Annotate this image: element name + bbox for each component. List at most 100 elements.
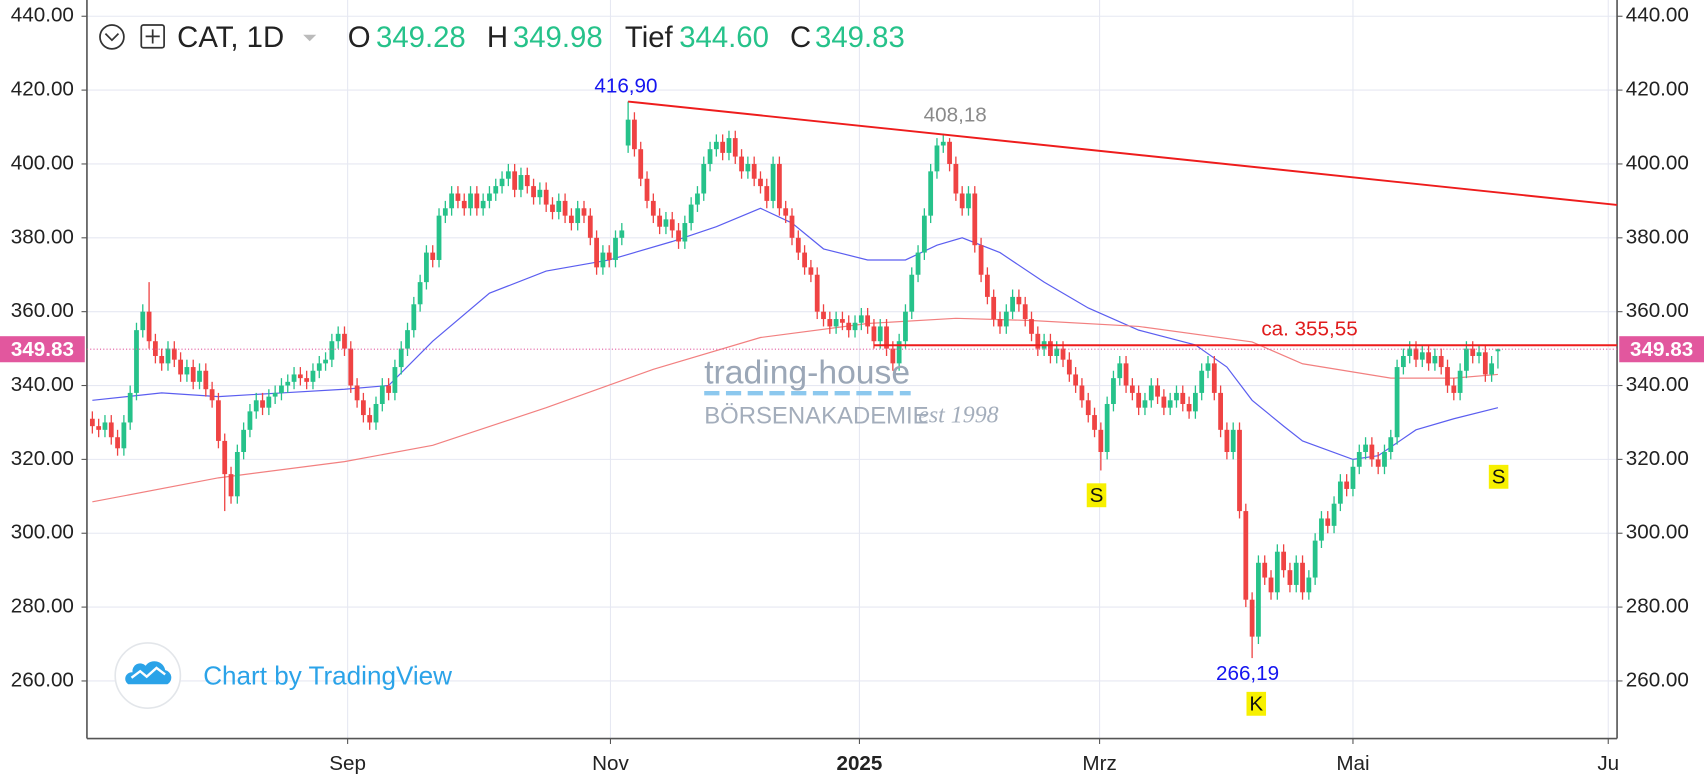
candle-body <box>789 215 795 238</box>
y-tick-label: 280.00 <box>11 595 74 618</box>
candle-body <box>1186 403 1192 412</box>
candle-body <box>657 215 663 227</box>
candle-body <box>316 363 322 371</box>
candle-body <box>1048 341 1053 356</box>
annotation: S <box>1090 484 1104 507</box>
low-value: 344.60 <box>679 21 769 54</box>
candle-body <box>1325 518 1331 526</box>
candle-body <box>449 193 455 209</box>
candle-body <box>487 193 492 201</box>
candle-body <box>1211 363 1217 393</box>
candle-body <box>840 319 845 323</box>
candle-body <box>1281 551 1287 571</box>
candle-body <box>1356 451 1362 467</box>
candle-body <box>940 141 946 146</box>
y-tick-label: 360.00 <box>11 299 74 322</box>
candle-body <box>1306 577 1312 593</box>
candle-body <box>1350 466 1356 489</box>
candle-body <box>1312 540 1318 578</box>
candle-body <box>1148 385 1154 401</box>
annotation: 266,19 <box>1216 662 1279 685</box>
x-tick-label: Nov <box>592 752 629 775</box>
symbol[interactable]: CAT, 1D <box>177 21 284 54</box>
candle-body <box>228 474 234 497</box>
candle-body <box>1224 429 1230 452</box>
y-tick-label: 340.00 <box>1626 373 1689 396</box>
y-tick-label: 260.00 <box>1626 668 1689 691</box>
candle-body <box>184 367 190 375</box>
candle-body <box>152 341 158 356</box>
candle-body <box>424 252 429 283</box>
candle-body <box>751 163 757 179</box>
candle-body <box>260 400 265 408</box>
candle-body <box>1022 304 1028 320</box>
y-tick-label: 380.00 <box>11 225 74 248</box>
candle-body <box>726 138 732 153</box>
credit-text[interactable]: Chart by TradingView <box>203 661 452 691</box>
annotation: K <box>1249 692 1263 715</box>
candle-body <box>537 189 543 198</box>
candle-body <box>1129 385 1135 393</box>
candle-body <box>304 378 310 382</box>
candle-body <box>619 230 625 238</box>
candle-body <box>1073 374 1079 386</box>
candle-body <box>297 374 303 379</box>
candle-body <box>997 319 1003 327</box>
candle-body <box>1274 551 1280 593</box>
candle-body <box>934 145 940 172</box>
candle-body <box>1382 451 1387 467</box>
candle-body <box>581 208 587 216</box>
candle-body <box>1085 400 1091 416</box>
candle-body <box>348 348 354 386</box>
candle-body <box>1400 355 1406 368</box>
candle-body <box>682 223 688 242</box>
annotation-box <box>1246 691 1267 716</box>
add-icon[interactable] <box>140 24 165 49</box>
candle-body <box>1262 562 1268 578</box>
candle-body <box>499 178 505 187</box>
candle-body <box>1016 296 1022 305</box>
y-tick-label: 400.00 <box>1626 151 1689 174</box>
candle-body <box>821 311 826 320</box>
candle-body <box>455 193 461 201</box>
candle-body <box>783 208 789 216</box>
candle-body <box>1092 415 1097 430</box>
candle-body <box>776 163 782 209</box>
watermark-since: est 1998 <box>918 403 998 429</box>
collapse-icon[interactable] <box>99 24 125 50</box>
y-tick-label: 380.00 <box>1626 225 1689 248</box>
y-tick-label: 320.00 <box>1626 447 1689 470</box>
annotation: S <box>1492 465 1506 488</box>
candle-body <box>984 274 990 297</box>
candle-body <box>1123 363 1129 386</box>
annotation: ca. 355,55 <box>1261 318 1357 341</box>
candle-body <box>739 156 744 172</box>
candle-body <box>1035 333 1041 349</box>
candle-body <box>1432 355 1438 364</box>
candle-body <box>1136 392 1142 408</box>
candle-body <box>1230 429 1236 452</box>
candle-body <box>190 367 196 382</box>
x-tick-label: 2025 <box>836 752 882 775</box>
candle-body <box>335 333 341 342</box>
trend-line <box>628 100 1618 206</box>
candle-body <box>909 274 915 312</box>
symbol-dropdown[interactable] <box>303 34 317 42</box>
candle-body <box>600 252 606 268</box>
candle-body <box>1438 355 1444 368</box>
tradingview-credit[interactable]: Chart by TradingView <box>114 642 452 709</box>
candle-body <box>1199 370 1205 393</box>
candle-body <box>367 415 373 423</box>
candle-body <box>814 274 820 312</box>
low-label: Tief <box>625 21 674 54</box>
candle-body <box>386 385 391 393</box>
candle-body <box>1482 352 1488 375</box>
candle-body <box>1445 367 1450 386</box>
annotation: 416,90 <box>594 74 657 97</box>
x-tick-label: Mrz <box>1082 752 1116 775</box>
x-tick-label: Sep <box>329 752 366 775</box>
candle-body <box>613 237 618 260</box>
candle-body <box>518 175 524 190</box>
candle-body <box>707 149 713 164</box>
candle-body <box>285 381 291 386</box>
